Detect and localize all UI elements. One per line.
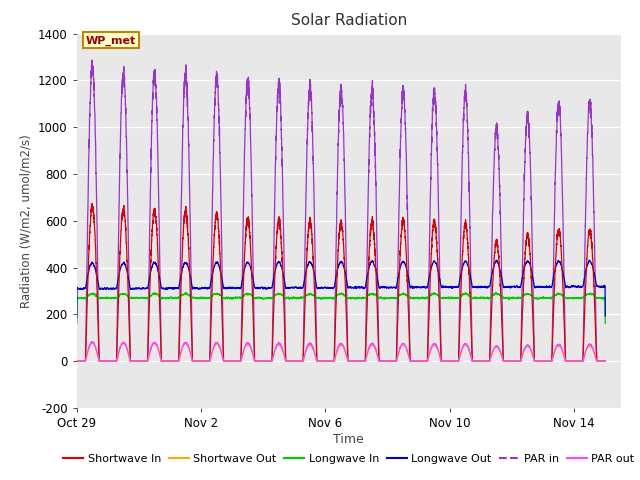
Text: WP_met: WP_met bbox=[86, 35, 136, 46]
X-axis label: Time: Time bbox=[333, 433, 364, 446]
Y-axis label: Radiation (W/m2, umol/m2/s): Radiation (W/m2, umol/m2/s) bbox=[19, 134, 33, 308]
Legend: Shortwave In, Shortwave Out, Longwave In, Longwave Out, PAR in, PAR out: Shortwave In, Shortwave Out, Longwave In… bbox=[59, 449, 639, 468]
Title: Solar Radiation: Solar Radiation bbox=[291, 13, 407, 28]
